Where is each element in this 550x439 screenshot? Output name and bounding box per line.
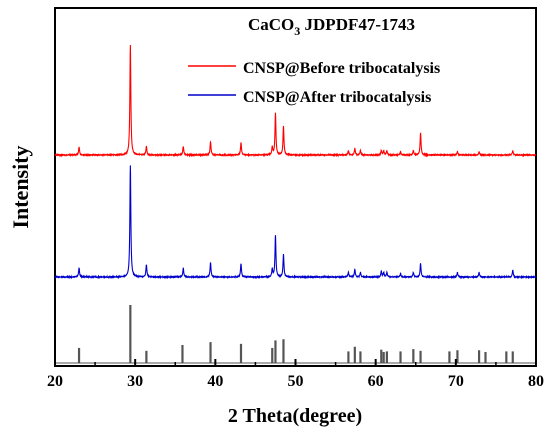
x-tick-label-5: 70 — [448, 373, 464, 390]
plot-area — [54, 7, 537, 367]
series-1 — [54, 165, 537, 280]
series-line-0 — [54, 45, 537, 158]
x-tick-label-3: 50 — [288, 373, 304, 390]
reference-label-subscript: 3 — [294, 24, 300, 38]
x-tick-label-1: 30 — [127, 373, 143, 390]
x-tick-label-0: 20 — [47, 373, 63, 390]
x-axis-label: 2 Theta(degree) — [228, 405, 362, 427]
legend-label-0: CNSP@Before tribocatalysis — [243, 60, 440, 77]
x-tick-label-4: 60 — [368, 373, 384, 390]
series-line-1 — [54, 165, 537, 280]
x-tick-label-6: 80 — [528, 373, 544, 390]
x-tick-label-2: 40 — [207, 373, 223, 390]
y-axis-label: Intensity — [8, 145, 33, 228]
reference-label-rest: JDPDF47-1743 — [300, 15, 415, 34]
reference-label: CaCO3 JDPDF47-1743 — [248, 15, 415, 38]
legend: CNSP@Before tribocatalysis CNSP@After tri… — [188, 60, 440, 106]
axes-layer: 20 30 40 50 60 70 80 — [47, 359, 544, 390]
series-0 — [54, 45, 537, 158]
legend-label-1: CNSP@After tribocatalysis — [243, 89, 431, 106]
svg-text:CaCO3 JDPDF47-1743: CaCO3 JDPDF47-1743 — [248, 15, 415, 38]
reference-label-base: CaCO — [248, 15, 294, 34]
